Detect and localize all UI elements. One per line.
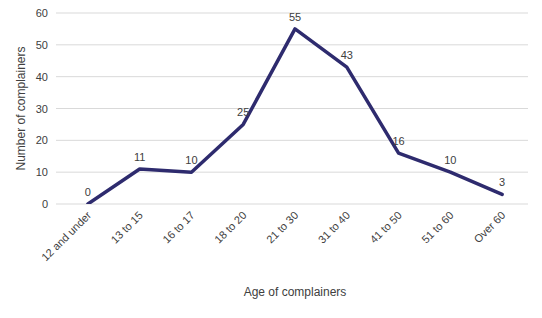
grid-line	[56, 140, 528, 141]
data-label: 11	[134, 151, 145, 163]
x-tick-label: 31 to 40	[316, 209, 353, 246]
y-tick-label: 20	[36, 134, 48, 146]
y-tick-label: 50	[36, 39, 48, 51]
data-label: 43	[341, 49, 353, 61]
x-tick-label: 18 to 20	[212, 209, 249, 246]
y-tick-label: 0	[42, 198, 48, 210]
x-tick-label: 16 to 17	[160, 209, 197, 246]
grid-line	[56, 204, 528, 205]
plot-area	[88, 29, 502, 204]
chart: 010203040506012 and under13 to 1516 to 1…	[0, 0, 542, 318]
grid-line	[56, 108, 528, 109]
data-label: 3	[499, 176, 505, 188]
x-tick-label: Over 60	[471, 209, 507, 245]
y-tick-label: 40	[36, 71, 48, 83]
chart-container: 010203040506012 and under13 to 1516 to 1…	[0, 0, 542, 318]
x-tick-label: 21 to 30	[264, 209, 301, 246]
data-label: 10	[444, 154, 456, 166]
x-tick-label: 51 to 60	[419, 209, 456, 246]
x-axis-title: Age of complainers	[244, 285, 347, 299]
x-tick-label: 41 to 50	[367, 209, 404, 246]
data-label: 0	[85, 186, 91, 198]
y-tick-label: 60	[36, 7, 48, 19]
grid-line	[56, 172, 528, 173]
data-label: 55	[289, 11, 301, 23]
y-axis-title: Number of complainers	[14, 46, 28, 170]
grid-line	[56, 76, 528, 77]
x-tick-label: 13 to 15	[108, 209, 145, 246]
y-tick-label: 10	[36, 166, 48, 178]
data-label: 25	[237, 106, 249, 118]
data-label: 16	[392, 135, 404, 147]
x-tick-label: 12 and under	[39, 209, 94, 264]
series-line	[88, 29, 502, 204]
grid-line	[56, 44, 528, 45]
data-label: 10	[185, 154, 197, 166]
y-tick-label: 30	[36, 103, 48, 115]
